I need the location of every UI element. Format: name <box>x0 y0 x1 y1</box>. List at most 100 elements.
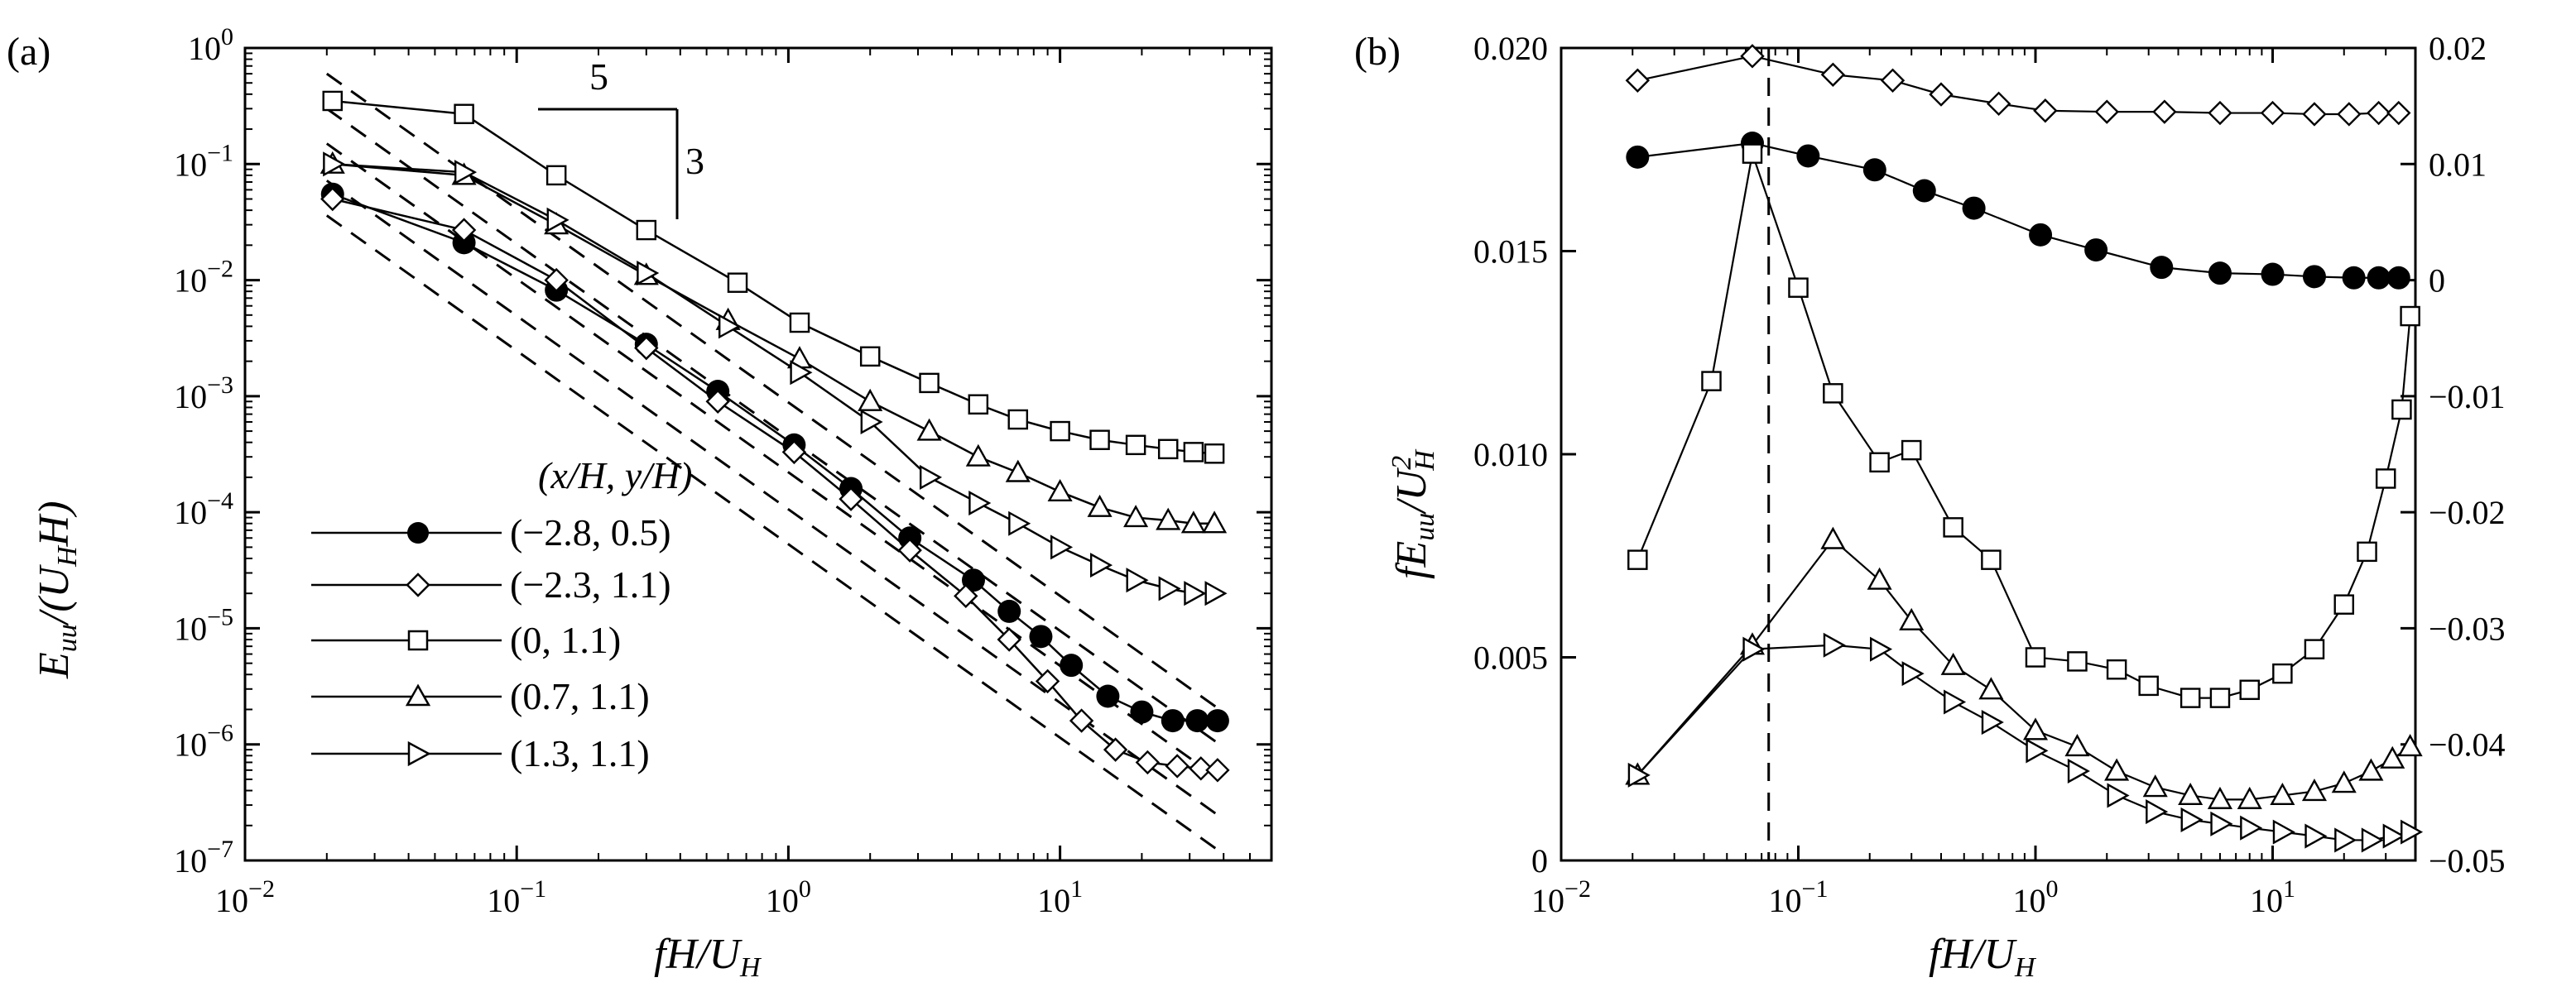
x-tick-label: 101 <box>2250 875 2295 919</box>
data-point-circle-filled <box>1185 709 1209 733</box>
data-point-triangle-up <box>1978 677 2004 700</box>
data-point-triangle-right <box>2240 815 2263 841</box>
data-point-diamond <box>320 186 345 212</box>
data-point-triangle-up <box>2380 745 2405 769</box>
data-point-triangle-up <box>1047 478 1073 502</box>
slope-reference-line <box>325 72 1218 709</box>
data-point-square <box>919 372 940 394</box>
legend-label: (0.7, 1.1) <box>510 675 650 717</box>
data-point-triangle-right <box>1184 581 1207 606</box>
series-triangle-right <box>1627 632 2424 853</box>
y-tick-label: 0.005 <box>1473 640 1548 677</box>
data-point-triangle-right <box>1089 553 1113 578</box>
data-point-circle-filled <box>1161 709 1185 733</box>
data-point-square <box>859 346 881 367</box>
data-point-diamond <box>1820 62 1846 87</box>
data-point-square <box>1788 277 1809 298</box>
series-line <box>1636 150 2411 699</box>
legend-marker-triangle-up <box>405 683 431 707</box>
data-point-diamond <box>451 218 477 242</box>
data-point-circle-filled <box>2342 266 2366 290</box>
data-point-triangle-right <box>1126 568 1149 593</box>
data-point-square <box>2333 594 2355 615</box>
y2-tick-label: −0.03 <box>2429 610 2506 647</box>
y-tick-label: 10−3 <box>174 371 233 415</box>
data-point-square <box>545 165 567 186</box>
x-tick-label: 10−1 <box>1769 875 1829 919</box>
panel-a-y-ticks: 100 10−1 10−2 10−3 10−4 10−5 10−6 10−7 <box>174 23 1271 879</box>
data-point-square <box>2138 675 2159 697</box>
data-point-diamond <box>1929 82 1954 107</box>
data-point-triangle-right <box>2382 823 2405 849</box>
data-point-square <box>1901 439 1922 461</box>
data-point-triangle-up <box>2331 770 2357 793</box>
data-point-square <box>2025 647 2046 668</box>
slope-reference-line <box>325 214 1218 851</box>
series-circle-filled <box>320 182 1229 733</box>
data-point-diamond <box>997 627 1021 652</box>
data-point-circle-filled <box>2150 256 2174 280</box>
data-point-square <box>1050 420 1070 442</box>
x-tick-label: 101 <box>1037 875 1083 919</box>
series-circle-filled <box>1626 132 2410 290</box>
data-point-diamond <box>2386 100 2411 126</box>
data-point-triangle-right <box>1627 762 1651 788</box>
data-point-triangle-up <box>2178 782 2204 806</box>
data-point-circle-filled <box>452 231 476 255</box>
data-point-square <box>2272 663 2293 684</box>
data-point-triangle-up <box>965 443 991 467</box>
y-tick-label: 10−6 <box>174 720 233 764</box>
data-point-square <box>2180 688 2201 708</box>
data-point-square <box>636 219 657 241</box>
data-point-square <box>1981 549 2002 570</box>
y-tick-label: 10−1 <box>174 139 233 183</box>
data-point-square <box>1627 549 1648 570</box>
legend-item: (1.3, 1.1) <box>311 732 650 774</box>
data-point-diamond <box>781 439 807 465</box>
data-point-triangle-right <box>919 464 943 490</box>
data-point-triangle-right <box>718 314 742 339</box>
legend-marker-circle-filled <box>407 522 429 544</box>
data-point-square <box>2304 639 2325 659</box>
data-point-diamond <box>1740 44 1765 69</box>
data-point-triangle-right <box>2067 758 2090 784</box>
panel-a-x-label: fH/UH <box>654 931 762 983</box>
series-line <box>332 163 1215 525</box>
series-line <box>1636 538 2411 801</box>
data-point-triangle-up <box>2207 786 2232 809</box>
data-point-triangle-right <box>637 261 660 286</box>
legend-item: (−2.8, 0.5) <box>311 511 671 554</box>
x-tick-label: 10−2 <box>215 875 275 919</box>
data-point-square <box>727 272 748 293</box>
data-point-triangle-right <box>2146 799 2169 825</box>
series-line <box>332 193 1218 722</box>
data-point-square <box>2239 679 2260 701</box>
y2-tick-label: 0 <box>2429 262 2445 300</box>
data-point-triangle-up <box>916 418 942 441</box>
data-point-diamond <box>634 335 659 361</box>
legend: (x/H, y/H) (−2.8, 0.5) (−2.3, 1.1) (0, 1… <box>311 454 692 774</box>
data-point-circle-filled <box>2386 266 2410 290</box>
data-point-diamond <box>1986 91 2011 117</box>
panel-a: (a) 10−2 10−1 100 101 10010−110−210−310−410… <box>7 23 1273 983</box>
data-point-circle-filled <box>2302 265 2326 289</box>
data-point-diamond <box>839 486 863 511</box>
data-point-diamond <box>2152 99 2177 124</box>
y-tick-label: 0.015 <box>1473 233 1548 271</box>
slope-reference-line <box>325 180 1218 817</box>
data-point-square <box>1125 434 1146 456</box>
data-point-triangle-up <box>2358 758 2384 781</box>
data-point-circle-filled <box>1862 158 1886 182</box>
data-point-triangle-right <box>1901 661 1925 687</box>
y2-tick-label: 0.02 <box>2429 30 2487 67</box>
data-point-triangle-up <box>2104 758 2130 781</box>
y-tick-label: 10−2 <box>174 256 233 300</box>
data-point-square <box>2067 651 2088 672</box>
data-point-triangle-right <box>454 160 478 185</box>
data-point-circle-filled <box>1060 654 1084 678</box>
data-point-triangle-right <box>2361 827 2384 853</box>
data-point-triangle-right <box>2026 738 2049 764</box>
data-point-triangle-up <box>2142 774 2168 798</box>
data-point-circle-filled <box>2367 266 2391 290</box>
data-point-triangle-up <box>1940 652 1966 675</box>
